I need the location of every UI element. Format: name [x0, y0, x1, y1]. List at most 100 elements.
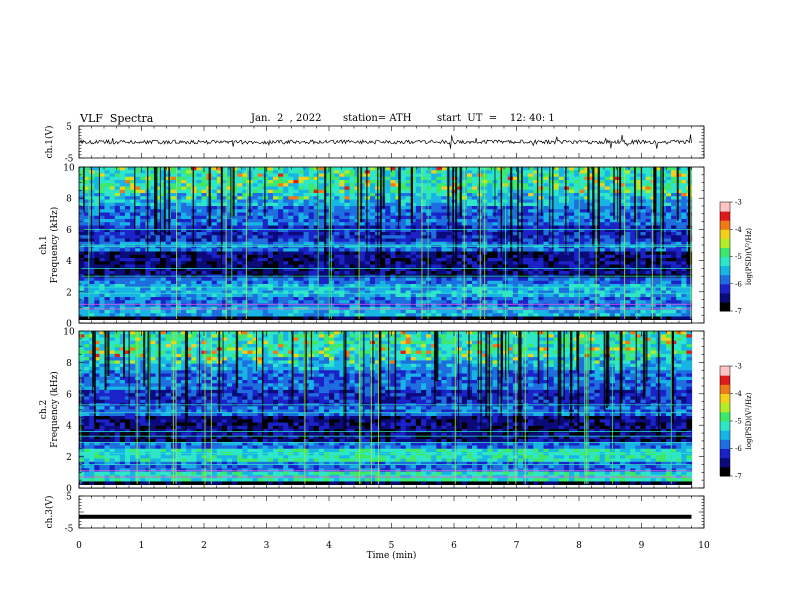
heatmap-cell: [599, 284, 606, 288]
heatmap-cell: [303, 183, 310, 188]
heatmap-cell: [175, 199, 182, 204]
heatmap-cell: [410, 170, 417, 175]
heatmap-cell: [681, 196, 687, 201]
heatmap-cell: [119, 254, 126, 259]
heatmap-cell: [232, 235, 238, 240]
heatmap-cell: [135, 199, 141, 204]
heatmap-cell: [400, 287, 407, 292]
heatmap-cell: [221, 225, 228, 230]
heatmap-cell: [324, 193, 330, 197]
heatmap-cell: [533, 267, 539, 272]
heatmap-cell: [487, 215, 494, 220]
heatmap-cell: [640, 219, 647, 223]
heatmap-cell: [681, 284, 687, 288]
heatmap-cell: [308, 167, 315, 171]
heatmap-cell: [247, 287, 254, 292]
heatmap-cell: [589, 297, 596, 301]
heatmap-cell: [196, 293, 203, 298]
heatmap-cell: [594, 254, 601, 259]
heatmap-cell: [181, 284, 187, 288]
heatmap-cell: [247, 277, 254, 282]
heatmap-cell: [369, 193, 376, 197]
heatmap-cell: [278, 219, 284, 223]
heatmap-cell: [466, 271, 473, 275]
heatmap-cell: [262, 167, 269, 171]
heatmap-cell: [293, 219, 300, 223]
heatmap-cell: [650, 293, 657, 298]
heatmap-cell: [186, 206, 192, 210]
heatmap-cell: [660, 254, 667, 259]
heatmap-cell: [466, 277, 473, 282]
heatmap-cell: [609, 290, 616, 295]
heatmap-cell: [145, 293, 152, 298]
heatmap-cell: [584, 212, 591, 217]
heatmap-cell: [124, 241, 131, 246]
heatmap-cell: [446, 254, 453, 259]
heatmap-cell: [609, 248, 616, 253]
heatmap-cell: [431, 167, 437, 171]
heatmap-cell: [130, 300, 136, 305]
heatmap-cell: [543, 180, 550, 184]
heatmap-cell: [441, 186, 448, 191]
heatmap-cell: [140, 176, 146, 181]
heatmap-cell: [528, 212, 534, 217]
heatmap-cell: [390, 258, 397, 262]
heatmap-cell: [140, 215, 146, 220]
heatmap-cell: [614, 225, 621, 230]
heatmap-cell: [497, 196, 504, 201]
heatmap-cell: [262, 225, 269, 230]
heatmap-cell: [420, 222, 427, 227]
heatmap-cell: [609, 271, 616, 275]
heatmap-cell: [349, 209, 356, 214]
heatmap-cell: [242, 186, 249, 191]
heatmap-cell: [512, 193, 519, 197]
heatmap-cell: [487, 248, 494, 253]
heatmap-cell: [558, 267, 565, 272]
heatmap-cell: [135, 183, 141, 188]
heatmap-cell: [584, 193, 591, 197]
heatmap-cell: [232, 271, 238, 275]
heatmap-cell: [472, 170, 478, 175]
heatmap-cell: [426, 186, 432, 191]
heatmap-cell: [170, 202, 177, 207]
heatmap-cell: [410, 248, 417, 253]
heatmap-cell: [324, 222, 330, 227]
heatmap-cell: [569, 241, 575, 246]
heatmap-cell: [446, 258, 453, 262]
heatmap-cell: [359, 248, 366, 253]
heatmap-cell: [660, 261, 667, 266]
heatmap-cell: [492, 248, 499, 253]
heatmap-cell: [232, 225, 238, 230]
heatmap-cell: [589, 271, 596, 275]
heatmap-cell: [359, 183, 366, 188]
heatmap-cell: [181, 219, 187, 223]
heatmap-cell: [329, 202, 335, 207]
heatmap-cell: [456, 186, 463, 191]
heatmap-cell: [385, 232, 391, 236]
heatmap-cell: [574, 199, 580, 204]
heatmap-cell: [232, 261, 238, 266]
heatmap-cell: [267, 180, 274, 184]
heatmap-cell: [160, 212, 167, 217]
heatmap-cell: [441, 183, 448, 188]
heatmap-cell: [242, 235, 249, 240]
heatmap-cell: [104, 277, 111, 282]
heatmap-cell: [574, 202, 580, 207]
heatmap-cell: [574, 212, 580, 217]
heatmap-cell: [283, 189, 289, 194]
heatmap-cell: [569, 277, 575, 282]
heatmap-cell: [650, 271, 657, 275]
heatmap-cell: [400, 297, 407, 301]
heatmap-cell: [135, 254, 141, 259]
heatmap-cell: [242, 199, 249, 204]
heatmap-cell: [655, 225, 662, 230]
heatmap-cell: [390, 280, 397, 285]
heatmap-cell: [232, 241, 238, 246]
heatmap-cell: [446, 248, 453, 253]
heatmap-cell: [227, 189, 233, 194]
heatmap-cell: [242, 232, 249, 236]
heatmap-cell: [390, 196, 397, 201]
heatmap-cell: [523, 228, 529, 233]
heatmap-cell: [124, 209, 131, 214]
heatmap-cell: [395, 267, 402, 272]
